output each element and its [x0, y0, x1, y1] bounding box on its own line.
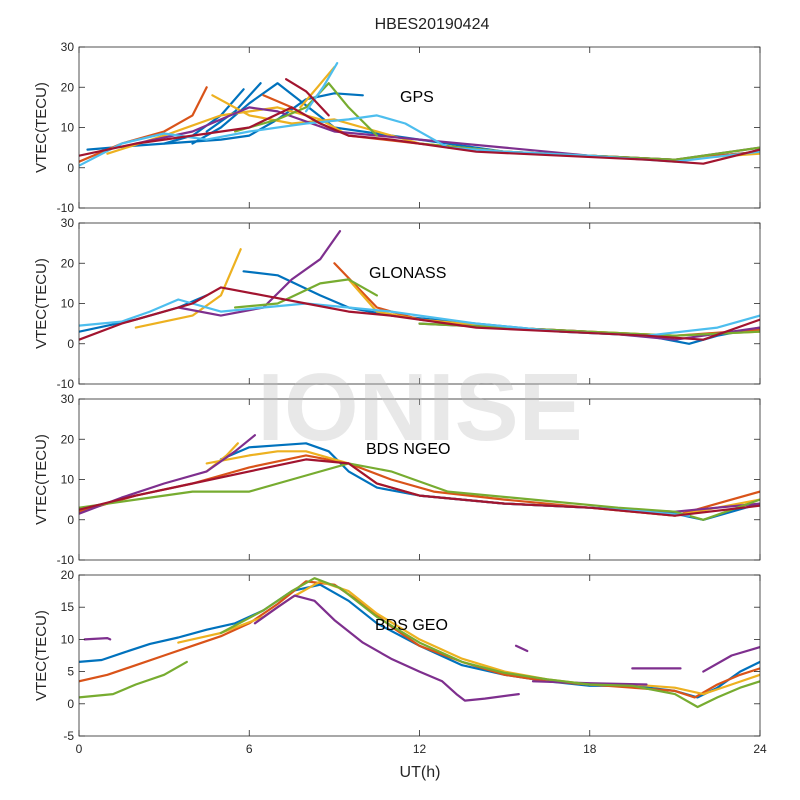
series-group: [79, 230, 760, 345]
y-tick-label: -10: [57, 201, 75, 215]
x-tick-label: 6: [246, 742, 253, 756]
y-tick-label: -10: [57, 377, 75, 391]
y-tick-label: 20: [61, 80, 75, 94]
panel-2: -10 0 10 20 30 VTEC(TECU) GLONASS: [33, 216, 761, 391]
plot-area: [79, 47, 760, 208]
series-line-1: [86, 92, 364, 151]
y-tick-label: 10: [61, 121, 75, 135]
series-line-9: [531, 680, 648, 686]
x-tick-label: 18: [583, 742, 597, 756]
series-line-5: [253, 594, 520, 702]
series-line-17: [285, 78, 330, 117]
panel-3: -10 0 10 20 30 VTEC(TECU) BDS NGEO: [33, 392, 761, 567]
y-axis-label: VTEC(TECU): [33, 82, 50, 173]
series-group: [79, 434, 760, 521]
y-tick-label: 10: [61, 297, 75, 311]
plot-area: [79, 575, 760, 736]
series-line-7: [79, 462, 760, 521]
y-tick-label: 0: [67, 161, 74, 175]
y-tick-label: 15: [61, 600, 75, 614]
panel-annotation: GLONASS: [369, 265, 446, 282]
y-tick-label: 10: [61, 632, 75, 646]
y-tick-label: 30: [61, 216, 75, 230]
series-line-9: [299, 65, 336, 109]
figure-title: HBES20190424: [375, 16, 490, 33]
y-tick-label: 5: [67, 665, 74, 679]
y-axis-label: VTEC(TECU): [33, 258, 50, 349]
series-line-9: [79, 458, 760, 517]
y-tick-label: 30: [61, 392, 75, 406]
series-line-14: [304, 61, 339, 113]
series-line-13: [79, 114, 449, 167]
panel-annotation: BDS NGEO: [366, 441, 450, 458]
y-tick-label: 20: [61, 432, 75, 446]
series-line-4: [83, 636, 112, 641]
y-tick-label: 20: [61, 256, 75, 270]
series-line-6: [177, 230, 342, 317]
y-axis-label: VTEC(TECU): [33, 434, 50, 525]
series-line-15: [446, 146, 760, 163]
x-axis-label: UT(h): [400, 764, 441, 781]
watermark: IONISE: [257, 354, 582, 461]
series-line-8: [702, 645, 760, 673]
series-line-6: [514, 644, 529, 653]
x-tick-label: 12: [413, 742, 427, 756]
y-axis-label: VTEC(TECU): [33, 610, 50, 701]
x-tick-label: 24: [753, 742, 767, 756]
y-tick-label: 20: [61, 568, 75, 582]
y-tick-label: 0: [67, 513, 74, 527]
panel-annotation: GPS: [400, 89, 434, 106]
series-line-4: [134, 248, 242, 329]
plot-area: [79, 399, 760, 560]
y-tick-label: 10: [61, 473, 75, 487]
panels-container: -10 0 10 20 30 VTEC(TECU) GPS -10 0 10 20 30 VTEC(TE…: [33, 40, 767, 756]
series-line-10: [79, 660, 188, 699]
series-line-4: [205, 82, 262, 133]
series-group: [79, 577, 760, 709]
series-line-11: [79, 286, 760, 341]
y-tick-label: 0: [67, 337, 74, 351]
series-group: [79, 61, 760, 167]
panel-annotation: BDS GEO: [375, 617, 448, 634]
x-tick-label: 0: [76, 742, 83, 756]
series-line-8: [234, 278, 378, 309]
y-tick-label: 30: [61, 40, 75, 54]
panel-1: -10 0 10 20 30 VTEC(TECU) GPS: [33, 40, 761, 215]
y-tick-label: -10: [57, 553, 75, 567]
series-line-16: [79, 106, 760, 165]
series-line-9: [418, 322, 760, 337]
y-tick-label: -5: [63, 729, 74, 743]
y-tick-label: 0: [67, 697, 74, 711]
series-line-11: [219, 577, 760, 709]
